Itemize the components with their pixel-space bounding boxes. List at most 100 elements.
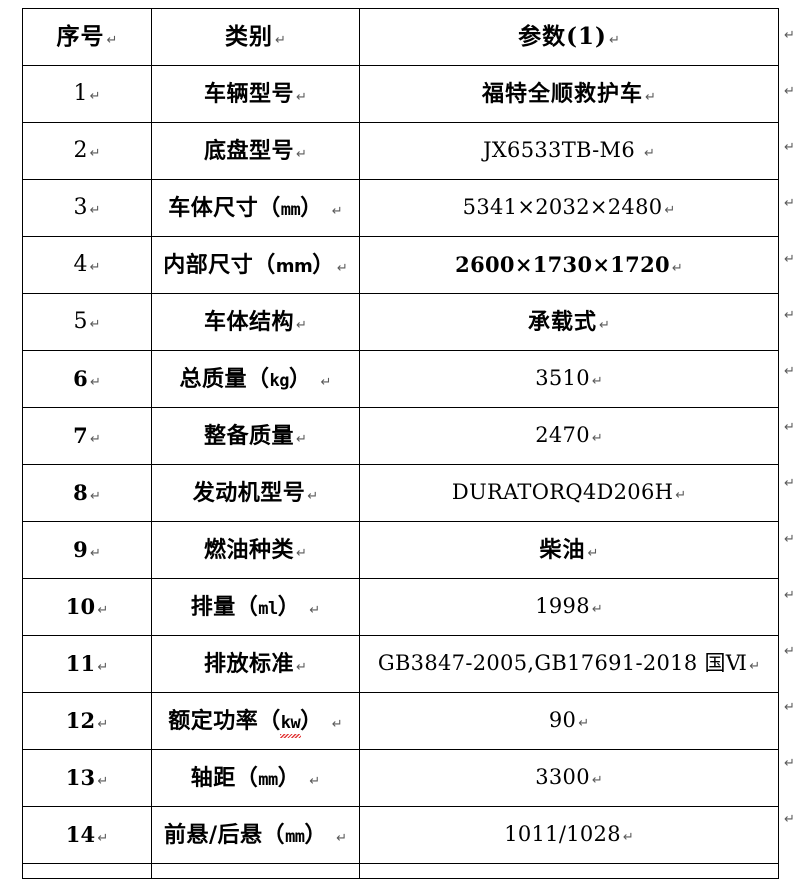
paragraph-mark-icon: ↵ bbox=[336, 260, 348, 276]
row-category-tail: ） bbox=[312, 251, 335, 278]
cell-value: GB3847-2005,GB17691-2018 国Ⅵ ↵ bbox=[359, 635, 779, 693]
row-value: 1998 bbox=[535, 594, 590, 619]
row-category-tail: ） bbox=[300, 194, 323, 221]
cell-index: 4 ↵ bbox=[22, 236, 152, 294]
paragraph-mark-icon: ↵ bbox=[106, 33, 118, 49]
paragraph-mark-icon: ↵ bbox=[608, 33, 620, 49]
paragraph-mark-icon: ↵ bbox=[89, 316, 101, 332]
paragraph-mark-icon: ↵ bbox=[89, 259, 101, 275]
row-value: 承载式 bbox=[528, 308, 598, 335]
row-index: 10 bbox=[65, 594, 96, 620]
paragraph-mark-icon: ↵ bbox=[599, 317, 610, 333]
cell-category: 底盘型号 ↵ bbox=[151, 122, 360, 180]
row-category-tail: ） bbox=[277, 764, 301, 791]
cell-index: 10 ↵ bbox=[22, 578, 152, 636]
table-row: 11 ↵ 排放标准 ↵ GB3847-2005,GB17691-2018 国Ⅵ ↵ bbox=[22, 635, 779, 693]
cell-category: 燃油种类 ↵ bbox=[151, 521, 360, 579]
paragraph-mark-icon: ↵ bbox=[664, 203, 676, 219]
paragraph-mark-icon: ↵ bbox=[97, 717, 109, 733]
paragraph-mark-icon: ↵ bbox=[749, 659, 761, 675]
row-value: 福特全顺救护车 bbox=[482, 80, 644, 107]
header-cell-index: 序号 ↵ bbox=[22, 8, 152, 66]
row-index: 13 bbox=[65, 765, 96, 791]
spellcheck-underline: kw bbox=[279, 714, 302, 738]
cell-value: 2470 ↵ bbox=[359, 407, 779, 465]
paragraph-mark-icon: ↵ bbox=[784, 532, 795, 547]
table-row: 7 ↵ 整备质量 ↵ 2470 ↵ bbox=[22, 407, 779, 465]
table-row: 8 ↵ 发动机型号 ↵ DURATORQ4D206H ↵ bbox=[22, 464, 779, 522]
row-index: 3 bbox=[73, 194, 88, 220]
paragraph-mark-icon: ↵ bbox=[296, 431, 307, 447]
paragraph-mark-icon: ↵ bbox=[784, 644, 795, 659]
paragraph-mark-icon: ↵ bbox=[296, 89, 307, 105]
row-category: 内部尺寸（ bbox=[163, 251, 276, 278]
paragraph-mark-icon: ↵ bbox=[89, 375, 101, 391]
table-row: 10 ↵ 排量（ml） ↵ 1998 ↵ bbox=[22, 578, 779, 636]
paragraph-mark-icon: ↵ bbox=[296, 317, 307, 333]
row-category: 车辆型号 bbox=[204, 80, 295, 107]
cell-value: 福特全顺救护车 ↵ bbox=[359, 65, 779, 123]
row-category: 发动机型号 bbox=[192, 479, 306, 506]
row-value: 1011/1028 bbox=[504, 822, 621, 847]
cell-index: 8 ↵ bbox=[22, 464, 152, 522]
paragraph-mark-icon: ↵ bbox=[331, 203, 343, 219]
paragraph-mark-icon: ↵ bbox=[89, 432, 101, 448]
row-category-tail: ） bbox=[304, 821, 328, 848]
paragraph-mark-icon: ↵ bbox=[89, 546, 101, 562]
paragraph-mark-icon: ↵ bbox=[275, 33, 286, 49]
paragraph-mark-icon: ↵ bbox=[320, 374, 332, 390]
cell-index: 12 ↵ bbox=[22, 692, 152, 750]
paragraph-mark-icon: ↵ bbox=[89, 202, 101, 218]
row-category-unit: kg bbox=[269, 370, 290, 391]
row-value: DURATORQ4D206H bbox=[451, 480, 674, 505]
cell-value: 2600×1730×1720 ↵ bbox=[359, 236, 779, 294]
row-index: 6 bbox=[73, 366, 88, 392]
table-row: 14 ↵ 前悬/后悬（mm） ↵ 1011/1028 ↵ bbox=[22, 806, 779, 864]
cell-index: 14 ↵ bbox=[22, 806, 152, 864]
cell-index: 5 ↵ bbox=[22, 293, 152, 351]
header-cell-value: 参数(1) ↵ bbox=[359, 8, 779, 66]
vehicle-spec-table: 序号 ↵ 类别 ↵ 参数(1) ↵ 1 ↵ 车辆型号 ↵ 福特全顺救护 bbox=[22, 8, 779, 879]
cell-category: 整备质量 ↵ bbox=[151, 407, 360, 465]
cell-value: 90 ↵ bbox=[359, 692, 779, 750]
paragraph-mark-icon: ↵ bbox=[296, 146, 307, 162]
cell-value: 1998 ↵ bbox=[359, 578, 779, 636]
paragraph-mark-icon: ↵ bbox=[89, 88, 101, 104]
paragraph-mark-icon: ↵ bbox=[784, 476, 795, 491]
row-value: 3510 bbox=[535, 366, 590, 391]
cell-value: 3300 ↵ bbox=[359, 749, 779, 807]
table-row: 13 ↵ 轴距（mm） ↵ 3300 ↵ bbox=[22, 749, 779, 807]
table-row: 1 ↵ 车辆型号 ↵ 福特全顺救护车 ↵ bbox=[22, 65, 779, 123]
paragraph-mark-icon: ↵ bbox=[591, 773, 603, 789]
paragraph-mark-icon: ↵ bbox=[296, 545, 307, 561]
cell-index bbox=[22, 863, 152, 879]
cell-category: 轴距（mm） ↵ bbox=[151, 749, 360, 807]
row-value: 90 bbox=[548, 708, 577, 733]
cell-category: 内部尺寸（mm） ↵ bbox=[151, 236, 360, 294]
row-category-unit: ml bbox=[258, 598, 278, 619]
cell-value: 3510 ↵ bbox=[359, 350, 779, 408]
row-value: 柴油 bbox=[539, 536, 586, 563]
paragraph-mark-icon: ↵ bbox=[645, 89, 656, 105]
row-index: 4 bbox=[73, 251, 88, 277]
row-value: 3300 bbox=[535, 765, 590, 790]
row-category: 排放标准 bbox=[204, 650, 295, 677]
table-row: 9 ↵ 燃油种类 ↵ 柴油 ↵ bbox=[22, 521, 779, 579]
table-row: 2 ↵ 底盘型号 ↵ JX6533TB-M6 ↵ bbox=[22, 122, 779, 180]
paragraph-mark-icon: ↵ bbox=[675, 488, 687, 504]
row-index: 7 bbox=[73, 423, 88, 449]
paragraph-mark-icon: ↵ bbox=[591, 374, 603, 390]
paragraph-mark-icon: ↵ bbox=[97, 660, 109, 676]
header-value-label: 参数(1) bbox=[518, 23, 607, 51]
paragraph-mark-icon: ↵ bbox=[784, 700, 795, 715]
paragraph-mark-icon: ↵ bbox=[336, 830, 347, 846]
paragraph-mark-icon: ↵ bbox=[97, 831, 109, 847]
cell-index: 1 ↵ bbox=[22, 65, 152, 123]
row-index: 12 bbox=[65, 708, 96, 734]
row-value: 2600×1730×1720 bbox=[455, 252, 670, 278]
cell-index: 11 ↵ bbox=[22, 635, 152, 693]
paragraph-mark-icon: ↵ bbox=[784, 252, 795, 267]
row-index: 5 bbox=[73, 308, 88, 334]
row-index: 1 bbox=[73, 80, 88, 106]
